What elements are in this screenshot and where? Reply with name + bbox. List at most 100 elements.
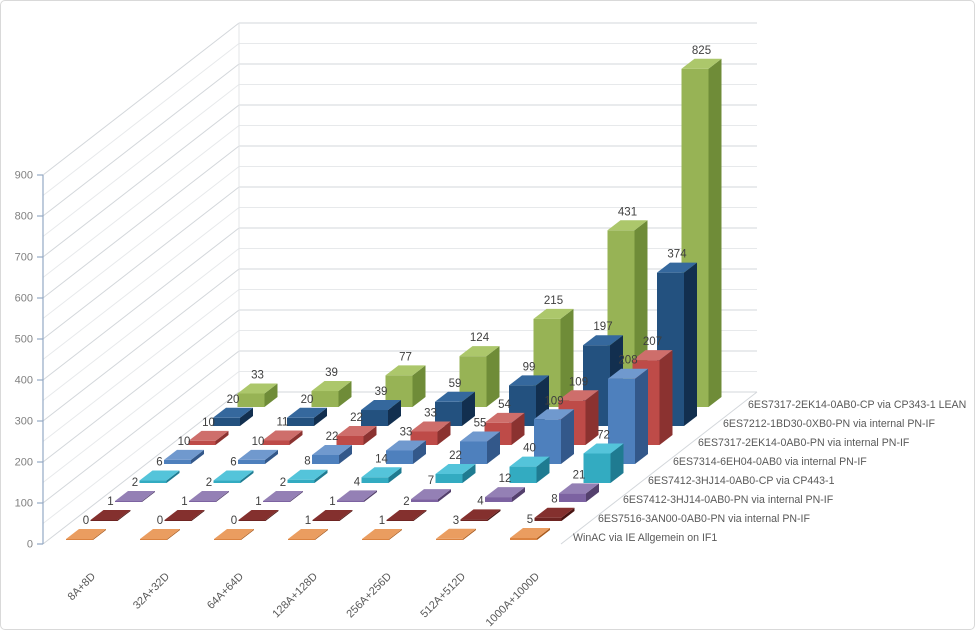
value-axis-label: 900	[15, 170, 33, 182]
bar-6ES7314-6EH04-0AB0-8A+8D[interactable]	[164, 449, 204, 464]
data-label: 40	[523, 443, 536, 455]
data-label: 39	[375, 386, 388, 398]
data-label: 20	[301, 394, 314, 406]
data-label: 99	[523, 361, 536, 373]
bar-6ES7412-3HJ14-0AB0-PN-512A+512D[interactable]	[485, 487, 525, 502]
bar-6ES7412-3HJ14-0AB0-CP-1000A+1000D[interactable]	[583, 443, 624, 483]
data-label: 6	[156, 457, 162, 469]
floor-right-edge	[560, 391, 758, 545]
data-label: 8	[551, 494, 557, 506]
data-label: 7	[428, 475, 434, 487]
data-label: 20	[227, 394, 240, 406]
series-row-3: 10 10 22 33 55 109 208	[164, 355, 648, 464]
bar-6ES7212-1BD30-0XB0-PN-32A+32D[interactable]	[287, 407, 327, 426]
series-axis-label: 6ES7516-3AN00-0AB0-PN via internal PN-IF	[598, 513, 811, 525]
data-label: 109	[569, 376, 588, 388]
bar-6ES7516-3AN00-0AB0-PN-8A+8D[interactable]	[90, 510, 131, 521]
bar-6ES7412-3HJ14-0AB0-PN-8A+8D[interactable]	[115, 491, 155, 502]
data-label: 207	[643, 336, 662, 348]
data-label: 1	[379, 515, 385, 527]
value-axis-label: 500	[15, 334, 33, 346]
bar-WinAC-512A+512D[interactable]	[436, 528, 476, 540]
bar-6ES7317-2EK14-0AB0-PN-8A+8D[interactable]	[188, 430, 229, 445]
value-axis-label: 200	[15, 457, 33, 469]
data-label: 10	[252, 436, 265, 448]
bar-6ES7412-3HJ14-0AB0-PN-32A+32D[interactable]	[189, 491, 229, 502]
data-label: 0	[231, 515, 237, 527]
bar-6ES7317-2EK14-0AB0-CP-8A+8D[interactable]	[237, 383, 278, 407]
category-axis-label: 1000A+1000D	[484, 571, 542, 629]
bar-6ES7412-3HJ14-0AB0-CP-512A+512D[interactable]	[509, 456, 550, 483]
value-axis-label: 300	[15, 416, 33, 428]
bar-6ES7314-6EH04-0AB0-32A+32D[interactable]	[238, 449, 278, 464]
bar-WinAC-256A+256D[interactable]	[362, 529, 402, 540]
series-row-6: 1 1 1 1 2 4 8	[90, 494, 575, 521]
bar-6ES7314-6EH04-0AB0-256A+256D[interactable]	[460, 431, 500, 464]
bar-6ES7314-6EH04-0AB0-64A+64D[interactable]	[312, 444, 352, 464]
bar-6ES7412-3HJ14-0AB0-PN-1000A+1000D[interactable]	[559, 483, 599, 502]
bar-WinAC-32A+32D[interactable]	[140, 529, 180, 540]
bar-6ES7516-3AN00-0AB0-PN-128A+128D[interactable]	[312, 510, 353, 521]
bar-6ES7412-3HJ14-0AB0-CP-256A+256D[interactable]	[435, 463, 476, 483]
bar-6ES7516-3AN00-0AB0-PN-256A+256D[interactable]	[386, 510, 427, 521]
bar-6ES7516-3AN00-0AB0-PN-64A+64D[interactable]	[238, 510, 279, 521]
data-label: 2	[206, 477, 212, 489]
bar-6ES7212-1BD30-0XB0-PN-64A+64D[interactable]	[361, 400, 401, 426]
value-axis-label: 100	[15, 498, 33, 510]
data-label: 0	[83, 515, 89, 527]
data-label: 431	[618, 206, 637, 218]
category-axis: 8A+8D 32A+32D 64A+64D 128A+128D 256A+256D 512…	[66, 571, 543, 629]
data-label: 1	[305, 515, 311, 527]
bar-6ES7516-3AN00-0AB0-PN-512A+512D[interactable]	[460, 509, 501, 521]
bar-WinAC-128A+128D[interactable]	[288, 529, 328, 540]
wall-gridlines	[42, 22, 758, 545]
bar-6ES7317-2EK14-0AB0-PN-32A+32D[interactable]	[262, 430, 303, 445]
bar-6ES7314-6EH04-0AB0-128A+128D[interactable]	[386, 440, 426, 464]
data-label: 208	[618, 355, 637, 367]
data-label: 8	[304, 456, 310, 468]
bar-6ES7412-3HJ14-0AB0-CP-32A+32D[interactable]	[213, 470, 254, 483]
value-axis: 0 100 200 300 400 500 600 700 800 900	[15, 170, 44, 551]
bar-6ES7412-3HJ14-0AB0-PN-128A+128D[interactable]	[337, 490, 377, 502]
data-label: 4	[477, 495, 484, 507]
bar-6ES7317-2EK14-0AB0-CP-32A+32D[interactable]	[311, 381, 352, 407]
bar-6ES7516-3AN00-0AB0-PN-32A+32D[interactable]	[164, 510, 205, 521]
data-label: 374	[667, 249, 687, 261]
bar-6ES7412-3HJ14-0AB0-CP-128A+128D[interactable]	[361, 467, 402, 483]
data-label: 5	[527, 514, 533, 526]
bar-6ES7212-1BD30-0XB0-PN-128A+128D[interactable]	[435, 391, 475, 426]
data-label: 1	[255, 496, 261, 508]
series-row-4: 6 6 8 14 22 40 72	[139, 429, 624, 483]
data-label: 0	[157, 515, 163, 527]
bar-6ES7412-3HJ14-0AB0-CP-64A+64D[interactable]	[287, 469, 328, 483]
value-axis-label: 600	[15, 293, 33, 305]
series-axis-label: 6ES7412-3HJ14-0AB0-PN via internal PN-IF	[623, 494, 834, 506]
bar-6ES7412-3HJ14-0AB0-PN-256A+256D[interactable]	[411, 489, 451, 502]
data-label: 11	[277, 416, 289, 428]
data-label: 2	[280, 477, 286, 489]
data-label: 3	[453, 515, 459, 527]
bar-6ES7317-2EK14-0AB0-PN-64A+64D[interactable]	[336, 425, 377, 445]
series-axis-label: WinAC via IE Allgemein on IF1	[573, 532, 717, 544]
data-label: 72	[597, 429, 610, 441]
data-label: 1	[107, 496, 113, 508]
value-axis-label: 800	[15, 211, 33, 223]
data-label: 22	[326, 431, 339, 443]
bar-6ES7212-1BD30-0XB0-PN-8A+8D[interactable]	[213, 407, 253, 426]
category-axis-label: 32A+32D	[131, 571, 172, 612]
bar-WinAC-8A+8D[interactable]	[66, 529, 106, 540]
bar-6ES7516-3AN00-0AB0-PN-1000A+1000D[interactable]	[534, 507, 575, 521]
bar-6ES7317-2EK14-0AB0-PN-128A+128D[interactable]	[410, 421, 451, 445]
bar-6ES7412-3HJ14-0AB0-PN-64A+64D[interactable]	[263, 491, 303, 502]
series-axis-label: 6ES7314-6EH04-0AB0 via internal PN-IF	[673, 456, 867, 468]
bar-WinAC-1000A+1000D[interactable]	[510, 527, 550, 540]
value-axis-label: 400	[15, 375, 33, 387]
bar-6ES7314-6EH04-0AB0-512A+512D[interactable]	[534, 409, 574, 464]
series-row-7: 0 0 0 1 1 3 5	[66, 514, 550, 540]
category-axis-label: 256A+256D	[344, 571, 394, 621]
series-row-5: 2 2 2 4 7 12 21	[115, 469, 599, 502]
data-label: 55	[474, 417, 487, 429]
bar-WinAC-64A+64D[interactable]	[214, 529, 254, 540]
bar-6ES7412-3HJ14-0AB0-CP-8A+8D[interactable]	[139, 470, 180, 483]
